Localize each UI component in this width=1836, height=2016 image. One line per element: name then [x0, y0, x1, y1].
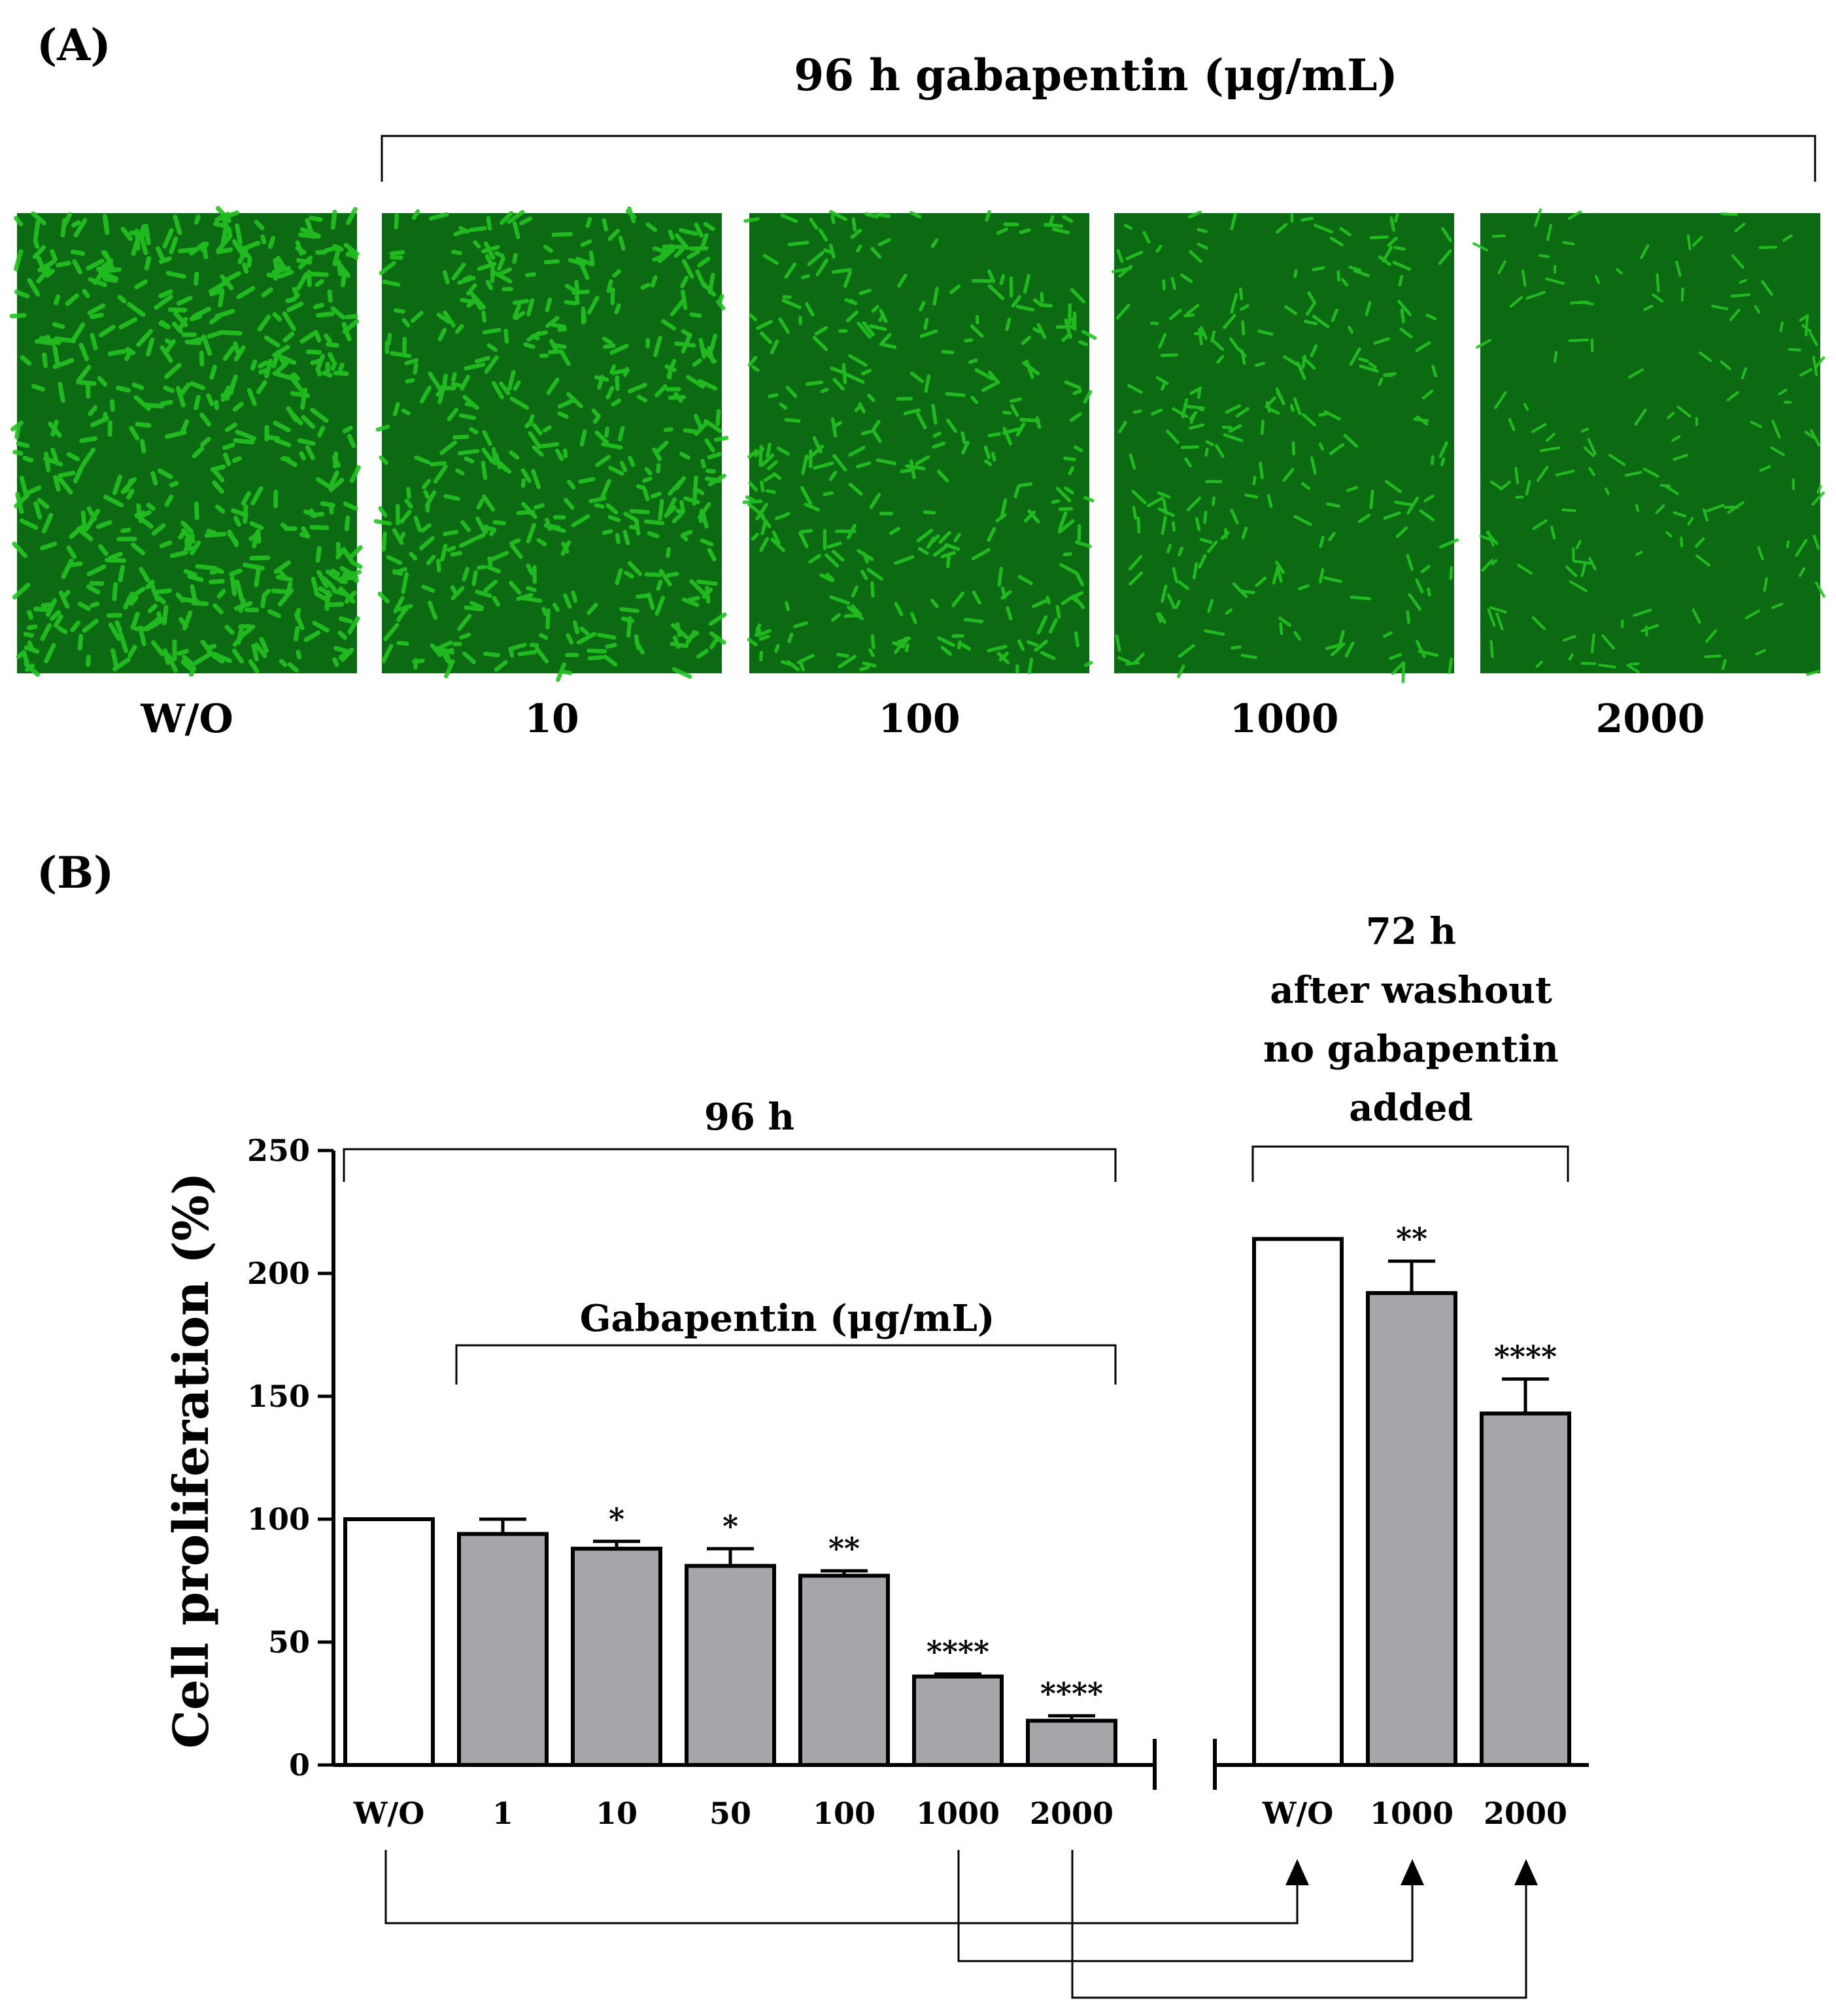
micrograph-2: [373, 206, 729, 682]
y-tick-label: 200: [247, 1256, 310, 1291]
error-bar: [1388, 1259, 1435, 1294]
washout-line-1: 72 h: [1366, 910, 1456, 953]
bar: [1480, 1411, 1571, 1768]
micrograph-5: [1472, 208, 1826, 676]
micrograph-label: 1000: [1230, 696, 1339, 742]
error-bar: [1048, 1714, 1095, 1721]
x-tick-label: 2000: [1484, 1796, 1567, 1831]
arrowhead-1000: [1401, 1859, 1424, 1885]
x-tick-label: 1: [492, 1796, 513, 1831]
significance-label: ****: [1494, 1339, 1557, 1375]
micrograph-cells: [1472, 208, 1826, 676]
x-tick-labels: W/O 1 10 50 100 1000 2000 W/O 1000 2000: [353, 1796, 1567, 1831]
connector-wo: [384, 1850, 1299, 1924]
panel-b-label: (B): [37, 847, 114, 898]
bracket-gabapentin: [455, 1344, 1117, 1385]
washout-line-3: no gabapentin: [1263, 1028, 1559, 1071]
micrograph-3: [742, 210, 1097, 675]
arrowhead-2000: [1514, 1859, 1538, 1885]
bar: [685, 1564, 776, 1767]
x-tick-label: 10: [596, 1796, 638, 1831]
error-bar: [707, 1547, 754, 1566]
x-tick-label: W/O: [1262, 1796, 1334, 1831]
arrowhead-wo: [1285, 1859, 1309, 1885]
washout-line-4: added: [1349, 1086, 1472, 1130]
washout-line-2: after washout: [1270, 969, 1552, 1012]
connector-1000: [957, 1850, 1414, 1962]
micrograph-row: W/O 10 100 1000 2000: [9, 206, 1826, 742]
panel-a-bracket: [381, 135, 1816, 182]
y-tick-label: 150: [247, 1379, 310, 1414]
x-tick-label: W/O: [353, 1796, 425, 1831]
significance-label: *: [609, 1502, 624, 1537]
error-bar: [1502, 1377, 1549, 1414]
bracket-96h: [343, 1148, 1117, 1182]
significance-label: ****: [926, 1634, 989, 1670]
micrograph-cells: [373, 206, 729, 682]
micrograph-background: [17, 213, 357, 673]
y-tick-label: 0: [289, 1747, 310, 1783]
bar: [571, 1547, 662, 1768]
bars: * *****************: [343, 1221, 1571, 1768]
group-96h-label: 96 h: [704, 1096, 794, 1139]
x-tick-label: 50: [709, 1796, 751, 1831]
bracket-washout: [1251, 1145, 1569, 1182]
micrograph-label: 100: [878, 696, 960, 742]
y-axis-title: Cell proliferation (%): [163, 1172, 220, 1749]
significance-label: ****: [1040, 1676, 1103, 1711]
significance-label: **: [828, 1531, 860, 1566]
panel-a-header: 96 h gabapentin (μg/mL): [794, 50, 1398, 101]
significance-label: **: [1396, 1221, 1427, 1256]
x-tick-label: 1000: [1370, 1796, 1454, 1831]
significance-label: *: [722, 1509, 738, 1544]
error-bar: [821, 1569, 868, 1576]
x-tick-label: 2000: [1030, 1796, 1114, 1831]
x-tick-label: 1000: [916, 1796, 1000, 1831]
y-tick-label: 250: [247, 1133, 310, 1168]
connector-2000: [1071, 1850, 1527, 1999]
bar: [912, 1674, 1004, 1767]
gabapentin-label: Gabapentin (μg/mL): [580, 1297, 995, 1340]
y-tick-label: 100: [247, 1502, 310, 1537]
micrograph-background: [749, 213, 1089, 673]
error-bar: [934, 1672, 981, 1677]
micrograph-4: [1112, 210, 1459, 684]
error-bar: [593, 1539, 640, 1549]
bar: [1252, 1237, 1344, 1767]
bar: [1026, 1719, 1117, 1768]
panel-a-label: (A): [37, 20, 111, 71]
micrograph-label: 2000: [1596, 696, 1705, 742]
error-bar: [479, 1517, 526, 1534]
micrograph-cells: [742, 210, 1097, 675]
washout-label: 72 h after washout no gabapentin added: [1263, 910, 1559, 1130]
bar: [798, 1573, 890, 1767]
bar: [343, 1517, 435, 1767]
y-axis: 0 50 100 150 200 250: [247, 1133, 335, 1783]
micrograph-label: 10: [524, 696, 579, 742]
y-tick-label: 50: [268, 1624, 310, 1660]
micrograph-1: [9, 206, 363, 677]
bar: [1366, 1291, 1457, 1767]
connector-lines: [384, 1850, 1538, 1999]
micrograph-background: [1480, 213, 1820, 673]
micrograph-cells: [1112, 210, 1459, 684]
micrograph-cells: [9, 206, 363, 677]
micrograph-label: W/O: [140, 696, 233, 742]
x-tick-label: 100: [813, 1796, 876, 1831]
bar: [457, 1532, 549, 1768]
